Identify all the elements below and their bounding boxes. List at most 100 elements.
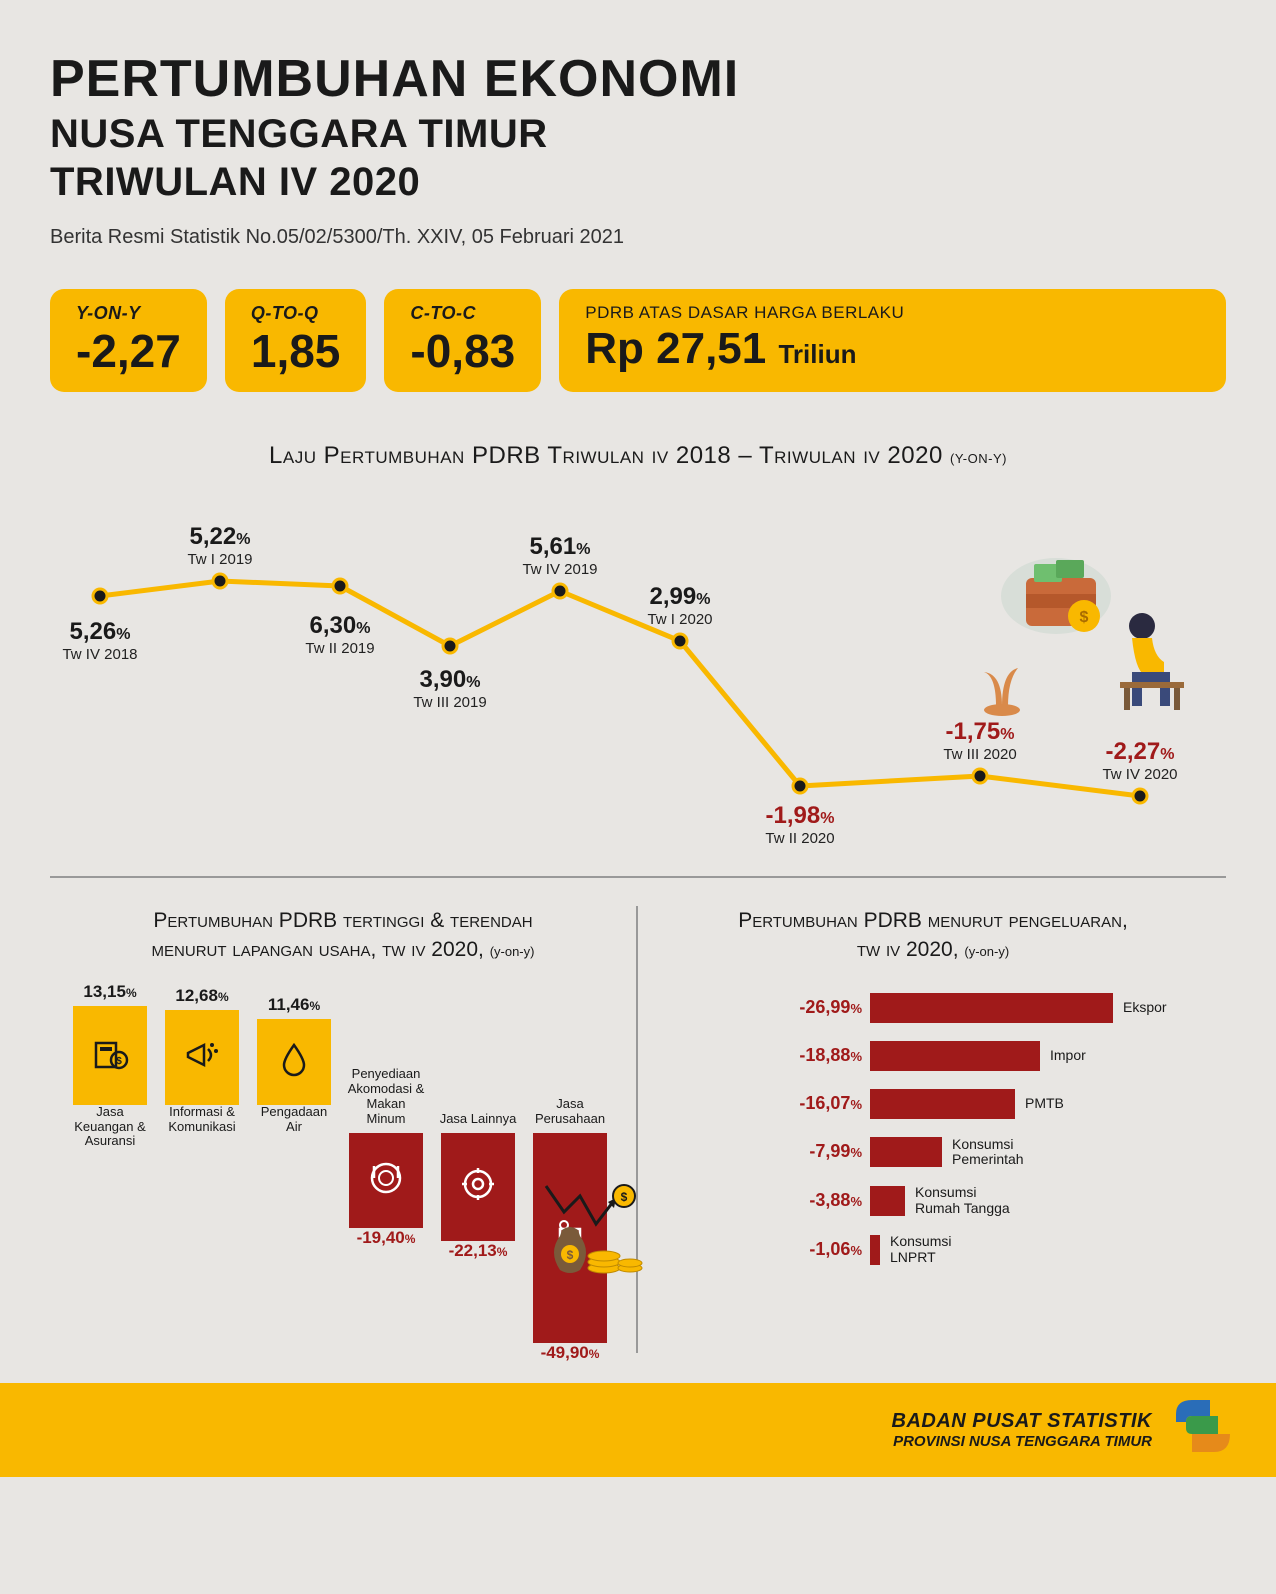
page: PERTUMBUHAN EKONOMI NUSA TENGGARA TIMUR … — [0, 0, 1276, 1353]
sector-bar: 13,15% $ Jasa Keuangan & Asuransi — [70, 982, 150, 1156]
point-quarter: Tw I 2019 — [187, 551, 252, 568]
money-bag-icon: $ $ — [540, 1178, 650, 1283]
hbar-label: KonsumsiLNPRT — [890, 1234, 951, 1265]
sector-label: Jasa Keuangan & Asuransi — [70, 1105, 150, 1150]
hbar-box — [870, 1235, 880, 1265]
sector-box — [441, 1133, 515, 1241]
footer-org-l2: PROVINSI NUSA TENGGARA TIMUR — [892, 1433, 1153, 1450]
point-value: -1,75% — [943, 718, 1016, 746]
linechart-title-text: Laju Pertumbuhan PDRB Triwulan iv 2018 –… — [269, 442, 943, 469]
sectors-chart: 13,15%$Jasa Keuangan & Asuransi12,68%Inf… — [70, 993, 616, 1353]
point-value: -1,98% — [765, 802, 834, 830]
hbar-value: -16,07% — [660, 1093, 870, 1114]
panel-right: Pertumbuhan PDRB menurut pengeluaran, tw… — [640, 906, 1226, 1353]
panel-left-title-l1: Pertumbuhan PDRB tertinggi & terendah — [153, 909, 532, 932]
hbar-box — [870, 1186, 905, 1216]
finance-icon: $ — [90, 1033, 130, 1078]
hbar-value: -3,88% — [660, 1190, 870, 1211]
hbar-label: Impor — [1050, 1048, 1086, 1063]
panel-right-title-l1: Pertumbuhan PDRB menurut pengeluaran, — [738, 909, 1128, 932]
plate-icon — [366, 1158, 406, 1203]
metric-value: -0,83 — [410, 328, 515, 374]
metric-yony: Y-ON-Y -2,27 — [50, 289, 207, 392]
linechart-title: Laju Pertumbuhan PDRB Triwulan iv 2018 –… — [50, 442, 1226, 470]
footer-org: BADAN PUSAT STATISTIK PROVINSI NUSA TENG… — [892, 1410, 1153, 1450]
sector-value: 13,15% — [83, 982, 136, 1002]
hbar-label: KonsumsiPemerintah — [952, 1137, 1024, 1168]
metric-label: C-TO-C — [410, 303, 515, 324]
panel-right-title: Pertumbuhan PDRB menurut pengeluaran, tw… — [660, 906, 1206, 965]
panel-left-title: Pertumbuhan PDRB tertinggi & terendah me… — [70, 906, 616, 965]
hbar-box — [870, 1089, 1015, 1119]
linechart-point-label: 2,99%Tw I 2020 — [647, 583, 712, 628]
sector-value: 12,68% — [175, 986, 228, 1006]
panel-left: Pertumbuhan PDRB tertinggi & terendah me… — [50, 906, 638, 1353]
hbar-value: -26,99% — [660, 997, 870, 1018]
linechart-point-label: -1,75%Tw III 2020 — [943, 718, 1016, 763]
title-line3: TRIWULAN IV 2020 — [50, 158, 1226, 206]
linechart-point-label: -1,98%Tw II 2020 — [765, 802, 834, 847]
sector-value: -22,13% — [449, 1241, 508, 1261]
hbar-row: -18,88% Impor — [660, 1041, 1206, 1071]
metric-value: Rp 27,51 Triliun — [585, 327, 1200, 371]
point-quarter: Tw IV 2020 — [1102, 766, 1177, 783]
hbar-box — [870, 993, 1113, 1023]
title-line2: NUSA TENGGARA TIMUR — [50, 110, 1226, 158]
panel-right-title-note: (y-on-y) — [964, 944, 1009, 959]
point-quarter: Tw II 2019 — [305, 640, 374, 657]
metric-pdrb: PDRB ATAS DASAR HARGA BERLAKU Rp 27,51 T… — [559, 289, 1226, 392]
linechart-point-label: -2,27%Tw IV 2020 — [1102, 738, 1177, 783]
hbar-value: -18,88% — [660, 1045, 870, 1066]
metric-ctoc: C-TO-C -0,83 — [384, 289, 541, 392]
point-value: -2,27% — [1102, 738, 1177, 766]
point-quarter: Tw III 2019 — [413, 694, 486, 711]
linechart-point-label: 5,22%Tw I 2019 — [187, 523, 252, 568]
sector-label: Pengadaan Air — [254, 1105, 334, 1135]
sector-box — [257, 1019, 331, 1105]
point-value: 3,90% — [413, 666, 486, 694]
sector-bar: 12,68%Informasi & Komunikasi — [162, 986, 242, 1141]
sector-label: Jasa Lainnya — [440, 1069, 517, 1127]
drop-icon — [274, 1039, 314, 1084]
point-value: 2,99% — [647, 583, 712, 611]
linechart: $ 5,26%Tw IV 20185,22%Tw I 20196,30%Tw I… — [50, 486, 1226, 846]
hbar-row: -3,88% KonsumsiRumah Tangga — [660, 1185, 1206, 1216]
subtitle: Berita Resmi Statistik No.05/02/5300/Th.… — [50, 226, 1226, 249]
hbar-chart: -26,99% Ekspor -18,88% Impor -16,07% PMTB -7,9… — [660, 993, 1206, 1265]
svg-text:$: $ — [1080, 609, 1089, 626]
linechart-point-label: 3,90%Tw III 2019 — [413, 666, 486, 711]
hbar-label: KonsumsiRumah Tangga — [915, 1185, 1010, 1216]
linechart-point-label: 5,26%Tw IV 2018 — [62, 618, 137, 663]
gear-icon — [458, 1164, 498, 1209]
metrics-row: Y-ON-Y -2,27 Q-TO-Q 1,85 C-TO-C -0,83 PD… — [50, 289, 1226, 392]
wallet-person-illustration: $ — [936, 556, 1196, 716]
point-value: 6,30% — [305, 612, 374, 640]
sector-label: Jasa Perusahaan — [530, 1069, 610, 1127]
metric-qtoq: Q-TO-Q 1,85 — [225, 289, 367, 392]
metric-label: Q-TO-Q — [251, 303, 341, 324]
megaphone-icon — [182, 1035, 222, 1080]
linechart-point-label: 5,61%Tw IV 2019 — [522, 533, 597, 578]
sector-bar: 11,46%Pengadaan Air — [254, 995, 334, 1141]
sector-label: Penyediaan Akomodasi & Makan Minum — [346, 1069, 426, 1127]
svg-text:$: $ — [621, 1190, 628, 1204]
sector-box: $ — [73, 1006, 147, 1105]
header: PERTUMBUHAN EKONOMI NUSA TENGGARA TIMUR … — [50, 50, 1226, 249]
metric-value-prefix: Rp — [585, 324, 656, 373]
metric-value-num: 27,51 — [656, 324, 766, 373]
hbar-label: PMTB — [1025, 1096, 1064, 1111]
sector-value: -49,90% — [541, 1343, 600, 1363]
panel-right-title-l2: tw iv 2020, — [857, 938, 959, 961]
footer: BADAN PUSAT STATISTIK PROVINSI NUSA TENG… — [0, 1383, 1276, 1477]
sector-box — [165, 1010, 239, 1105]
hbar-row: -1,06% KonsumsiLNPRT — [660, 1234, 1206, 1265]
hbar-row: -7,99%KonsumsiPemerintah — [660, 1137, 1206, 1168]
hbar-label: Ekspor — [1123, 1000, 1167, 1015]
point-quarter: Tw III 2020 — [943, 746, 1016, 763]
point-value: 5,26% — [62, 618, 137, 646]
panels: Pertumbuhan PDRB tertinggi & terendah me… — [50, 876, 1226, 1353]
bps-logo-icon — [1170, 1394, 1236, 1465]
hbar-value: -1,06% — [660, 1239, 870, 1260]
metric-value-unit: Triliun — [778, 339, 856, 369]
footer-org-l1: BADAN PUSAT STATISTIK — [892, 1410, 1153, 1433]
